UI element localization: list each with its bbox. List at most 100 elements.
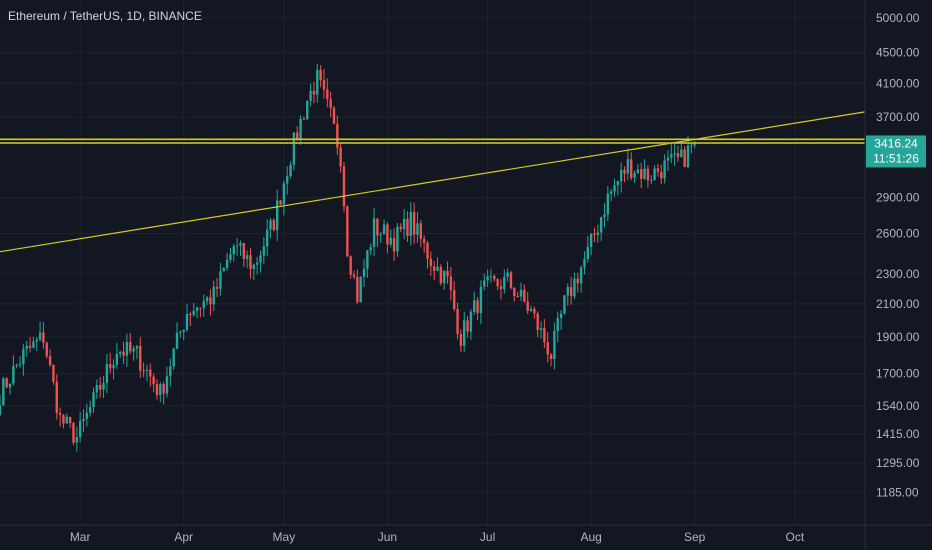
candle-body bbox=[129, 341, 132, 352]
candle-body bbox=[543, 328, 546, 343]
candle-body bbox=[626, 159, 630, 174]
candle-body bbox=[586, 246, 589, 259]
candle-body bbox=[199, 307, 202, 309]
y-tick-label: 3700.00 bbox=[876, 110, 920, 124]
candle-body bbox=[149, 369, 152, 377]
candle-body bbox=[329, 98, 332, 108]
candle-body bbox=[349, 256, 352, 275]
candle-body bbox=[58, 413, 62, 415]
candle-body bbox=[589, 233, 593, 247]
candle-body bbox=[189, 313, 192, 315]
candle-body bbox=[386, 224, 389, 245]
y-tick-label: 4100.00 bbox=[876, 76, 920, 90]
candle-body bbox=[459, 333, 463, 346]
candle-body bbox=[215, 286, 219, 289]
candle-body bbox=[25, 345, 28, 349]
candle-body bbox=[282, 183, 286, 205]
candle-body bbox=[125, 341, 129, 356]
candle-body bbox=[422, 238, 426, 243]
candle-body bbox=[5, 378, 8, 388]
candle-body bbox=[159, 384, 162, 396]
candle-body bbox=[640, 169, 643, 179]
candle-body bbox=[616, 181, 620, 186]
candle-body bbox=[302, 118, 306, 120]
candle-body bbox=[145, 369, 149, 371]
drawings bbox=[0, 111, 866, 253]
x-tick-label: Jul bbox=[480, 530, 495, 544]
candle-body bbox=[346, 206, 349, 257]
candle-body bbox=[162, 384, 165, 394]
candle-body bbox=[469, 311, 473, 332]
candle-body bbox=[493, 276, 496, 280]
candle-body bbox=[45, 342, 48, 357]
candle-body bbox=[653, 168, 656, 180]
candle-body bbox=[496, 279, 499, 287]
y-tick-label: 5000.00 bbox=[876, 11, 920, 25]
candle-body bbox=[245, 255, 249, 259]
candle-body bbox=[152, 376, 155, 385]
candle-countdown-label: 11:51:26 bbox=[873, 151, 919, 165]
y-tick-label: 2900.00 bbox=[876, 190, 920, 204]
price-axis[interactable]: 5000.00 4500.00 4100.00 3700.00 2900.00 2600.… bbox=[876, 11, 920, 499]
candle-body bbox=[599, 217, 603, 233]
candle-body bbox=[139, 346, 142, 371]
candle-body bbox=[179, 331, 182, 333]
candle-body bbox=[332, 107, 336, 124]
candle-body bbox=[466, 320, 469, 332]
candle-body bbox=[526, 301, 529, 311]
candle-body bbox=[673, 153, 676, 155]
candle-body bbox=[633, 173, 636, 178]
candle-body bbox=[286, 176, 289, 184]
candle-body bbox=[202, 301, 205, 308]
candle-body bbox=[693, 143, 696, 146]
candle-body bbox=[609, 191, 613, 194]
candle-body bbox=[342, 166, 346, 207]
y-tick-label: 1295.00 bbox=[876, 456, 920, 470]
candle-body bbox=[155, 384, 159, 396]
x-tick-label: Sep bbox=[684, 530, 706, 544]
y-tick-label: 2300.00 bbox=[876, 267, 920, 281]
candle-body bbox=[553, 330, 556, 360]
y-tick-label: 1700.00 bbox=[876, 366, 920, 380]
candle-body bbox=[28, 345, 32, 348]
candle-body bbox=[122, 351, 125, 356]
candle-body bbox=[239, 243, 242, 246]
grid bbox=[0, 0, 865, 525]
candle-body bbox=[676, 153, 680, 158]
time-axis[interactable]: Mar Apr May Jun Jul Aug Sep Oct bbox=[70, 530, 805, 544]
candle-body bbox=[98, 384, 102, 390]
trend-line[interactable] bbox=[0, 111, 866, 253]
candle-body bbox=[32, 341, 35, 348]
candle-body bbox=[680, 149, 683, 158]
candle-body bbox=[82, 418, 85, 421]
candle-body bbox=[412, 211, 416, 235]
candle-body bbox=[503, 276, 506, 290]
candle-body bbox=[336, 123, 339, 148]
candle-body bbox=[369, 247, 372, 251]
candle-body bbox=[483, 280, 486, 287]
candle-body bbox=[276, 200, 279, 231]
candle-body bbox=[172, 348, 175, 367]
candle-body bbox=[242, 243, 246, 259]
candle-body bbox=[513, 287, 516, 297]
candle-body bbox=[366, 250, 369, 269]
candle-body bbox=[252, 264, 256, 270]
candle-body bbox=[2, 378, 5, 406]
candle-body bbox=[249, 255, 252, 270]
candle-body bbox=[630, 159, 633, 178]
candle-body bbox=[235, 245, 239, 247]
candle-body bbox=[593, 233, 596, 235]
candle-body bbox=[169, 366, 172, 377]
candle-body bbox=[509, 272, 513, 288]
candle-body bbox=[436, 266, 439, 271]
candle-body bbox=[75, 437, 79, 443]
candle-body bbox=[259, 255, 262, 263]
candle-body bbox=[182, 329, 185, 332]
candle-body bbox=[619, 169, 623, 182]
candle-body bbox=[392, 237, 396, 252]
candle-body bbox=[463, 320, 466, 346]
